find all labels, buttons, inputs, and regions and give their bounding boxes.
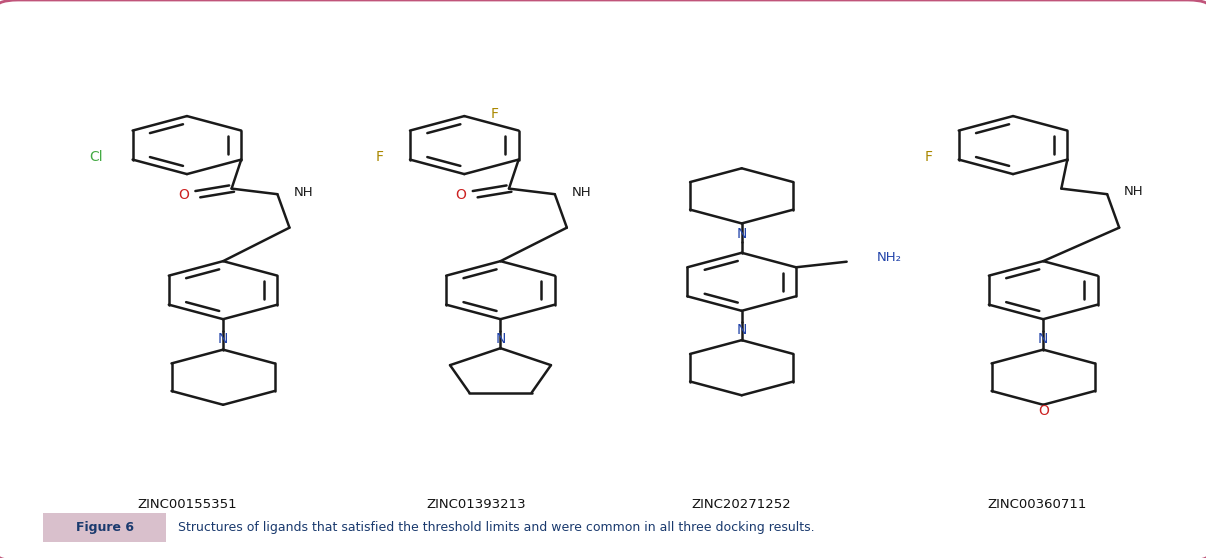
Text: Structures of ligands that satisfied the threshold limits and were common in all: Structures of ligands that satisfied the…: [170, 521, 815, 535]
Text: ZINC01393213: ZINC01393213: [427, 498, 526, 512]
Text: N: N: [737, 323, 747, 337]
Text: NH: NH: [1124, 185, 1143, 199]
Text: N: N: [496, 332, 505, 347]
Text: Cl: Cl: [89, 150, 103, 164]
Text: N: N: [218, 332, 228, 347]
Text: NH: NH: [572, 186, 591, 199]
FancyBboxPatch shape: [43, 513, 166, 542]
Text: O: O: [456, 188, 467, 203]
Text: N: N: [737, 227, 747, 241]
Text: ZINC00360711: ZINC00360711: [988, 498, 1087, 512]
Text: F: F: [924, 150, 932, 164]
Text: ZINC20271252: ZINC20271252: [692, 498, 791, 512]
Text: N: N: [1038, 332, 1048, 347]
Text: F: F: [375, 150, 384, 165]
Text: NH₂: NH₂: [877, 251, 902, 264]
Text: NH: NH: [294, 186, 314, 199]
Text: O: O: [178, 188, 189, 203]
Text: Figure 6: Figure 6: [76, 521, 134, 535]
Text: ZINC00155351: ZINC00155351: [137, 498, 236, 512]
Text: F: F: [491, 107, 499, 121]
Text: O: O: [1037, 405, 1049, 418]
